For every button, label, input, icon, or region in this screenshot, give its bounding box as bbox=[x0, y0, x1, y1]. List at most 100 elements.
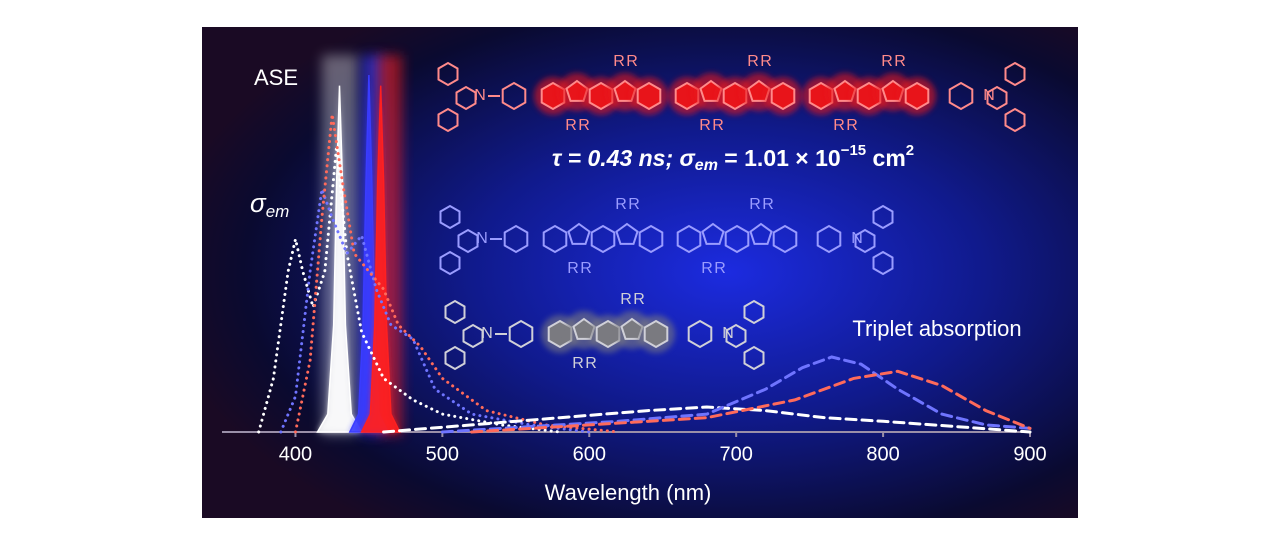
x-axis-title: Wavelength (nm) bbox=[545, 480, 712, 505]
x-tick-label: 700 bbox=[719, 443, 752, 465]
ring bbox=[457, 228, 479, 254]
atom-label: R bbox=[762, 196, 774, 213]
cross-section-symbol: σ bbox=[680, 145, 696, 171]
atom-label: R bbox=[633, 291, 645, 308]
triplet-label: Triplet absorption bbox=[852, 316, 1021, 341]
atom-label: R bbox=[615, 196, 627, 213]
atom-label: N bbox=[474, 87, 486, 104]
ring bbox=[986, 85, 1008, 111]
atom-label: R bbox=[846, 117, 858, 134]
ring bbox=[444, 299, 466, 325]
ring bbox=[542, 224, 568, 254]
dashed-curve bbox=[470, 369, 1032, 434]
ring bbox=[676, 224, 702, 254]
atom-label: R bbox=[565, 117, 577, 134]
ring bbox=[854, 228, 876, 254]
atom-label: R bbox=[747, 53, 759, 70]
ring bbox=[503, 224, 529, 254]
ring bbox=[743, 299, 765, 325]
ring bbox=[872, 204, 894, 230]
ring bbox=[687, 319, 713, 349]
cross-section-value: = 1.01 × 10 bbox=[718, 145, 841, 171]
ring bbox=[439, 204, 461, 230]
atom-label: R bbox=[578, 117, 590, 134]
x-tick-label: 800 bbox=[866, 443, 899, 465]
ase-label: ASE bbox=[254, 65, 298, 90]
atom-label: R bbox=[833, 117, 845, 134]
ring bbox=[643, 319, 669, 349]
atom-label: N bbox=[476, 230, 488, 247]
sigma-symbol: σ bbox=[250, 188, 267, 218]
dotted-curve bbox=[257, 146, 562, 434]
ring bbox=[590, 224, 616, 254]
ring bbox=[701, 222, 725, 245]
ring bbox=[444, 345, 466, 371]
atom-label: R bbox=[749, 196, 761, 213]
atom-label: R bbox=[585, 355, 597, 372]
sigma-subscript: em bbox=[266, 202, 290, 221]
atom-label: R bbox=[580, 260, 592, 277]
ring bbox=[455, 85, 477, 111]
x-tick-label: 500 bbox=[426, 443, 459, 465]
molecule: NR RR RR RR RR RR RN bbox=[437, 53, 1026, 134]
ring bbox=[904, 81, 930, 111]
ring bbox=[437, 107, 459, 133]
ring bbox=[743, 345, 765, 371]
parameters-label: τ = 0.43 ns; σem = 1.01 × 10−15 cm2 bbox=[552, 142, 914, 174]
ase-peak bbox=[360, 85, 402, 433]
ring bbox=[1004, 61, 1026, 87]
plot-area: 400 500 600 700 800 900 bbox=[222, 74, 1047, 465]
unit-exponent: 2 bbox=[906, 142, 914, 159]
ring bbox=[508, 319, 534, 349]
ring bbox=[567, 222, 591, 245]
ring bbox=[872, 250, 894, 276]
ring bbox=[437, 61, 459, 87]
atom-label: R bbox=[894, 53, 906, 70]
ring bbox=[749, 222, 773, 245]
ring bbox=[770, 81, 796, 111]
atom-label: N bbox=[983, 87, 995, 104]
x-tick-label: 600 bbox=[573, 443, 606, 465]
atom-label: R bbox=[699, 117, 711, 134]
ring bbox=[439, 250, 461, 276]
ring bbox=[615, 222, 639, 245]
molecule: NR RR RR RR RN bbox=[439, 196, 894, 277]
ring bbox=[816, 224, 842, 254]
ring bbox=[948, 81, 974, 111]
atom-label: N bbox=[481, 325, 493, 342]
ring bbox=[636, 81, 662, 111]
cross-section-subscript: em bbox=[695, 157, 718, 174]
lifetime: τ = 0.43 ns; bbox=[552, 145, 680, 171]
atom-label: R bbox=[572, 355, 584, 372]
dotted-curve bbox=[279, 188, 591, 434]
atom-label: R bbox=[613, 53, 625, 70]
molecule: NR RR RN bbox=[444, 291, 765, 372]
ring bbox=[501, 81, 527, 111]
atom-label: R bbox=[760, 53, 772, 70]
ring bbox=[724, 224, 750, 254]
sigma-label: σem bbox=[250, 188, 289, 222]
ring bbox=[638, 224, 664, 254]
dashed-curve bbox=[440, 355, 1032, 434]
exponent: −15 bbox=[841, 142, 866, 159]
ring bbox=[1004, 107, 1026, 133]
atom-label: R bbox=[701, 260, 713, 277]
atom-label: R bbox=[626, 53, 638, 70]
atom-label: R bbox=[881, 53, 893, 70]
atom-label: R bbox=[567, 260, 579, 277]
dashed-curve bbox=[382, 405, 1032, 434]
x-tick-label: 400 bbox=[279, 443, 312, 465]
atom-label: R bbox=[712, 117, 724, 134]
atom-label: N bbox=[722, 325, 734, 342]
atom-label: R bbox=[714, 260, 726, 277]
atom-label: R bbox=[620, 291, 632, 308]
unit: cm bbox=[866, 145, 906, 171]
x-tick-label: 900 bbox=[1013, 443, 1046, 465]
ring bbox=[725, 323, 747, 349]
atom-label: R bbox=[628, 196, 640, 213]
atom-label: N bbox=[851, 230, 863, 247]
ring bbox=[462, 323, 484, 349]
ring bbox=[772, 224, 798, 254]
